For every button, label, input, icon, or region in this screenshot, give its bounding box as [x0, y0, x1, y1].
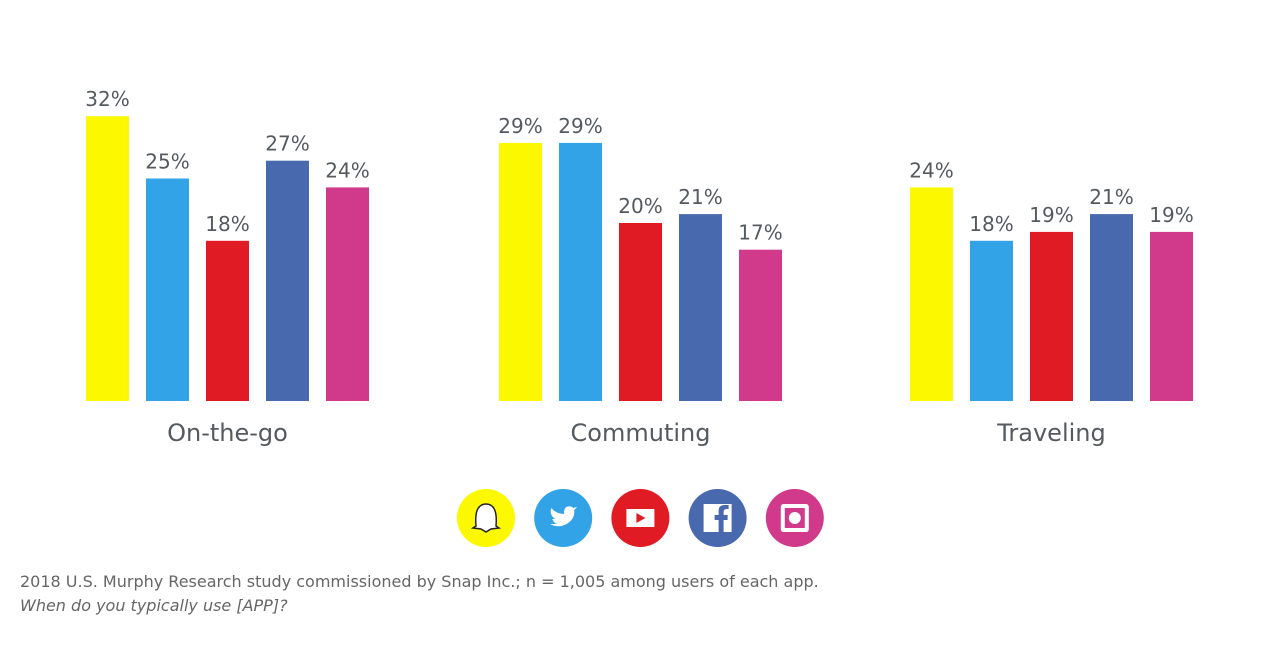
bar [910, 187, 953, 401]
source-note: 2018 U.S. Murphy Research study commissi… [20, 572, 819, 591]
category-label: Commuting [571, 419, 711, 447]
value-label: 27% [265, 132, 309, 156]
bar [1090, 214, 1133, 401]
bar [86, 116, 129, 401]
bar [1150, 231, 1193, 401]
legend-icon [703, 504, 732, 532]
value-label: 18% [969, 212, 1013, 236]
legend-icon-bg [688, 489, 747, 547]
bar [559, 142, 602, 401]
bar [499, 142, 542, 401]
value-label: 19% [1149, 203, 1193, 227]
question-note: When do you typically use [APP]? [20, 596, 288, 615]
value-label: 25% [145, 150, 189, 174]
value-label: 18% [205, 212, 249, 236]
bar [326, 187, 369, 401]
value-label: 29% [558, 114, 602, 138]
value-label: 19% [1029, 203, 1073, 227]
value-label: 24% [909, 158, 953, 182]
value-label: 21% [678, 185, 722, 209]
value-label: 29% [498, 114, 542, 138]
legend-icon [470, 503, 502, 533]
value-label: 21% [1089, 185, 1133, 209]
value-label: 32% [85, 87, 129, 111]
bar [679, 214, 722, 401]
legend-icon [550, 506, 578, 527]
legend [457, 489, 824, 547]
bar [206, 240, 249, 401]
value-label: 20% [618, 194, 662, 218]
category-label: On-the-go [167, 419, 288, 447]
value-label: 17% [738, 221, 782, 245]
category-label: Traveling [996, 419, 1105, 447]
bar [146, 178, 189, 401]
bar [266, 160, 309, 401]
bar [619, 223, 662, 401]
bar [1030, 231, 1073, 401]
bar [970, 240, 1013, 401]
bar [739, 249, 782, 401]
legend-icon-bg [611, 489, 670, 547]
legend-icon [780, 504, 809, 532]
legend-icon [626, 509, 655, 527]
value-label: 24% [325, 158, 369, 182]
